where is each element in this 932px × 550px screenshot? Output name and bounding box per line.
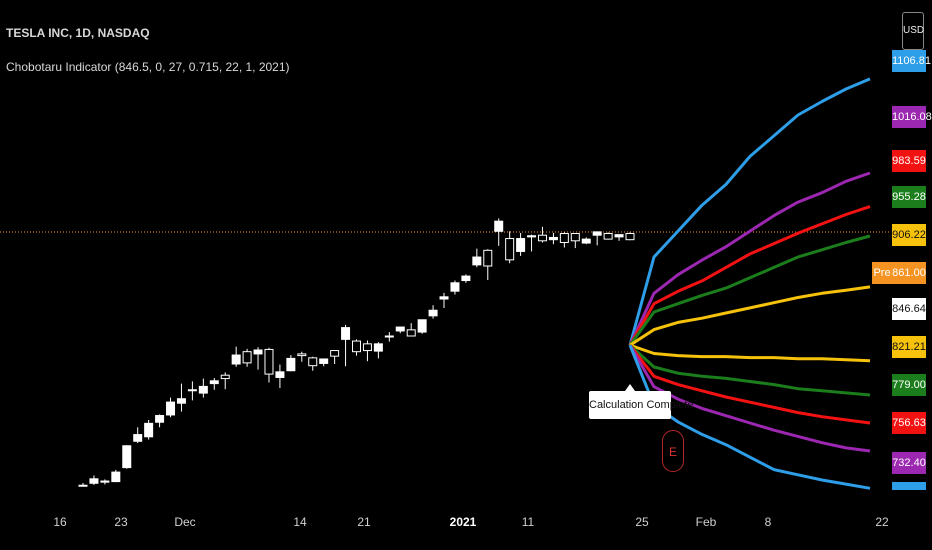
forecast-band-red-2 — [628, 205, 871, 346]
candle-body — [537, 234, 547, 242]
candle-body — [450, 282, 460, 292]
price-label-purple: 732.40 — [892, 452, 926, 474]
candle-body — [308, 357, 318, 367]
candle-body — [220, 374, 230, 380]
price-label-blue-cut — [892, 482, 926, 490]
candle-body — [625, 233, 635, 241]
candle-body — [133, 434, 143, 442]
candle-body — [483, 249, 493, 267]
candle-body — [264, 348, 274, 375]
candle-body — [439, 296, 449, 300]
price-label-yellow: 906.22 — [892, 224, 926, 246]
candle-body — [89, 478, 99, 484]
candle-body — [330, 350, 340, 357]
premarket-badge: Pre — [872, 262, 892, 284]
candle-body — [286, 357, 296, 372]
candle-body — [384, 335, 394, 338]
candle-body — [231, 354, 241, 365]
price-label-blue: 1106.81 — [892, 50, 931, 72]
forecast-band-green-3 — [628, 234, 871, 347]
candle-body — [341, 327, 351, 340]
price-label-green: 779.00 — [892, 374, 926, 396]
candle-body — [548, 236, 558, 241]
forecast-band-purple-1 — [628, 171, 871, 346]
indicator-legend[interactable]: Chobotaru Indicator (846.5, 0, 27, 0.715… — [6, 60, 290, 74]
candle-body — [155, 415, 165, 423]
candle-body — [362, 343, 372, 352]
price-label-red: 983.59 — [892, 150, 926, 172]
candle-body — [505, 238, 515, 261]
forecast-band-blue-0 — [628, 77, 871, 346]
x-tick-label: 11 — [521, 515, 535, 529]
price-label-purple: 1016.08 — [892, 106, 932, 128]
candle-body — [417, 319, 427, 333]
candle-body — [614, 234, 624, 238]
earnings-marker[interactable]: E — [662, 430, 684, 472]
x-tick-label: 8 — [764, 515, 772, 529]
candle-body — [297, 353, 307, 357]
candle-body — [275, 371, 285, 378]
candle-body — [461, 275, 471, 282]
x-tick-label: 25 — [635, 515, 649, 529]
candle-body — [516, 238, 526, 252]
candle-body — [111, 471, 121, 483]
candle-body — [198, 385, 208, 394]
x-tick-label: Feb — [695, 515, 717, 529]
x-tick-label: 14 — [293, 515, 307, 529]
forecast-band-green-6 — [628, 344, 871, 397]
candle-body — [176, 398, 186, 404]
candle-body — [494, 220, 504, 232]
price-label-white: 846.64 — [892, 298, 926, 320]
candle-body — [78, 484, 88, 487]
candle-body — [559, 233, 569, 243]
candle-body — [406, 329, 416, 337]
x-tick-label: 2021 — [449, 515, 477, 529]
candle-body — [253, 349, 263, 355]
candle-body — [592, 231, 602, 236]
candle-body — [319, 358, 329, 364]
candle-body — [395, 326, 405, 332]
price-label-red: 756.63 — [892, 412, 926, 434]
x-tick-label: 16 — [53, 515, 67, 529]
candle-body — [373, 343, 383, 352]
candle-body — [570, 233, 580, 242]
x-tick-label: 21 — [357, 515, 371, 529]
candle-body — [144, 422, 154, 438]
price-label-yellow: 821.21 — [892, 336, 926, 358]
forecast-band-yellow-5 — [629, 343, 871, 363]
x-tick-label: 22 — [875, 515, 889, 529]
calc-tooltip-arrow — [625, 384, 635, 391]
candle-body — [581, 238, 591, 244]
calculation-complete-label: Calculation Complete — [589, 391, 694, 419]
candle-body — [352, 340, 361, 353]
currency-button[interactable]: USD — [902, 12, 924, 50]
price-label-green: 955.28 — [892, 186, 926, 208]
forecast-band-yellow-4 — [629, 285, 871, 347]
candle-body — [187, 389, 197, 392]
candle-body — [209, 380, 219, 385]
candle-body — [242, 351, 252, 364]
candle-body — [122, 445, 132, 469]
candle-body — [472, 256, 482, 266]
candle-body — [166, 401, 176, 416]
x-tick-label: 23 — [114, 515, 128, 529]
price-label-orange: 861.00 — [892, 262, 926, 284]
forecast-band-red-7 — [628, 344, 871, 425]
candle-body — [428, 309, 438, 317]
candle-body — [527, 235, 537, 238]
candle-body — [100, 480, 110, 483]
candle-body — [603, 233, 613, 240]
symbol-title[interactable]: TESLA INC, 1D, NASDAQ — [6, 26, 150, 40]
x-tick-label: Dec — [174, 515, 196, 529]
